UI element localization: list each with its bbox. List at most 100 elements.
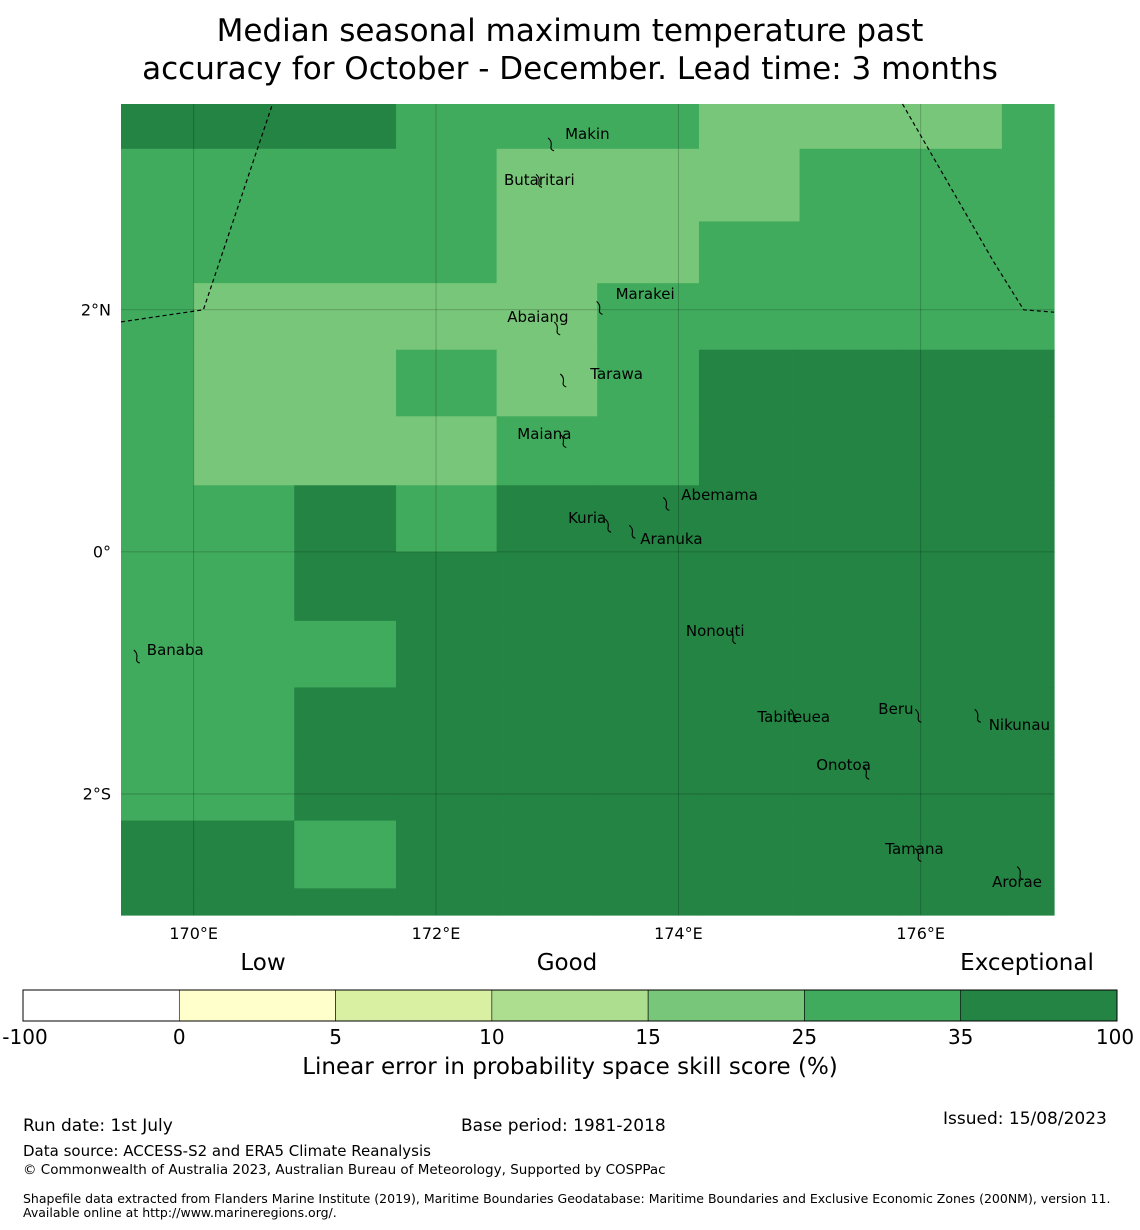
island-label: Onotoa bbox=[816, 756, 871, 775]
grid-cell bbox=[496, 188, 598, 223]
run-date: Run date: 1st July bbox=[23, 1116, 173, 1136]
data-source: Data source: ACCESS-S2 and ERA5 Climate … bbox=[23, 1142, 431, 1160]
skill-score-grid bbox=[121, 104, 1055, 916]
eez-boundaries bbox=[120, 103, 1055, 323]
grid-cell bbox=[496, 888, 598, 916]
grid-cell bbox=[121, 416, 195, 486]
grid-cell bbox=[193, 188, 295, 223]
grid-cell bbox=[396, 148, 498, 190]
island-outline bbox=[914, 848, 922, 863]
grid-cell bbox=[900, 148, 1003, 190]
island-label: Maiana bbox=[517, 424, 572, 443]
grid-cell bbox=[900, 283, 1003, 351]
colorbar-tick-label: 15 bbox=[635, 1025, 661, 1049]
grid-cell bbox=[294, 687, 397, 755]
grid-cell bbox=[698, 551, 801, 622]
grid-cell bbox=[396, 888, 498, 916]
map-title-line-2: accuracy for October - December. Lead ti… bbox=[142, 51, 998, 87]
grid-cell bbox=[799, 820, 901, 889]
colorbar bbox=[22, 989, 1118, 1022]
eez-boundary-line bbox=[901, 103, 1055, 313]
island-label: Butaritari bbox=[504, 171, 575, 190]
grid-cell bbox=[294, 485, 397, 553]
island-outline bbox=[596, 300, 603, 315]
island-label: Aranuka bbox=[640, 530, 703, 549]
grid-cell bbox=[396, 104, 498, 150]
grid-cell bbox=[900, 221, 1003, 284]
grid-cell bbox=[193, 148, 295, 190]
longitude-tick-label: 176°E bbox=[896, 924, 946, 943]
grid-cell bbox=[193, 551, 295, 622]
grid-cell bbox=[1001, 148, 1055, 190]
grid-cell bbox=[396, 349, 498, 417]
grid-cell bbox=[597, 687, 700, 755]
grid-cell bbox=[121, 349, 195, 417]
island-label: Abemama bbox=[681, 486, 758, 505]
longitude-tick-label: 170°E bbox=[169, 924, 219, 943]
grid-cell bbox=[294, 188, 397, 223]
grid-cell bbox=[597, 188, 700, 223]
grid-cell bbox=[193, 349, 295, 417]
island-label: Makin bbox=[565, 124, 610, 143]
island-label: Marakei bbox=[615, 285, 675, 304]
grid-cell bbox=[294, 349, 397, 417]
grid-cell bbox=[121, 888, 195, 916]
colorbar-tick-label: 5 bbox=[329, 1025, 342, 1049]
island-outline bbox=[535, 173, 543, 188]
island-outline bbox=[553, 321, 561, 336]
island-outline bbox=[974, 708, 981, 723]
grid-cell bbox=[900, 416, 1003, 486]
island-label: Tarawa bbox=[590, 365, 643, 383]
grid-cell bbox=[294, 551, 397, 622]
grid-cell bbox=[396, 221, 498, 284]
island-outline bbox=[862, 765, 870, 780]
grid-cell bbox=[396, 485, 498, 553]
grid-cell bbox=[193, 283, 295, 351]
grid-cell bbox=[1001, 888, 1055, 916]
grid-cell bbox=[496, 485, 598, 553]
grid-cell bbox=[799, 551, 901, 622]
legend-category-exceptional: Exceptional bbox=[960, 950, 1094, 976]
legend-category-low: Low bbox=[240, 950, 286, 976]
grid-cell bbox=[294, 820, 397, 889]
grid-cell bbox=[799, 148, 901, 190]
shapefile-credit: Shapefile data extracted from Flanders M… bbox=[23, 1191, 1111, 1220]
grid-cell bbox=[799, 888, 901, 916]
colorbar-label: Linear error in probability space skill … bbox=[302, 1054, 838, 1080]
grid-cell bbox=[698, 820, 801, 889]
island-outline bbox=[559, 434, 567, 449]
island-label: Nonouti bbox=[685, 621, 745, 640]
grid-cell bbox=[597, 485, 700, 553]
grid-cell bbox=[799, 188, 901, 223]
grid-cell bbox=[193, 416, 295, 486]
grid-cell bbox=[597, 551, 700, 622]
copyright-notice: © Commonwealth of Australia 2023, Austra… bbox=[23, 1162, 666, 1178]
grid-cell bbox=[121, 221, 195, 284]
grid-cell bbox=[496, 687, 598, 755]
grid-cell bbox=[1001, 820, 1055, 889]
grid-cell bbox=[597, 104, 700, 150]
island-outline bbox=[133, 649, 140, 664]
grid-cell bbox=[799, 416, 901, 486]
grid-cell bbox=[294, 888, 397, 916]
island-markers bbox=[133, 137, 1024, 881]
base-period: Base period: 1981-2018 bbox=[461, 1116, 666, 1136]
grid-cell bbox=[900, 104, 1003, 150]
grid-cell bbox=[496, 283, 598, 351]
grid-cell bbox=[597, 754, 700, 822]
grid-cell bbox=[597, 820, 700, 889]
grid-cell bbox=[496, 221, 598, 284]
colorbar-tick-label: 100 bbox=[1095, 1025, 1135, 1049]
grid-cell bbox=[698, 349, 801, 417]
grid-cell bbox=[1001, 349, 1055, 417]
grid-cell bbox=[799, 687, 901, 755]
grid-cell bbox=[496, 551, 598, 622]
colorbar-segment bbox=[491, 989, 649, 1022]
grid-cell bbox=[799, 620, 901, 689]
grid-cell bbox=[1001, 221, 1055, 284]
grid-cell bbox=[900, 687, 1003, 755]
colorbar-segment bbox=[804, 989, 962, 1022]
colorbar-segment bbox=[960, 989, 1118, 1022]
grid-cell bbox=[121, 551, 195, 622]
island-outline bbox=[662, 496, 670, 511]
